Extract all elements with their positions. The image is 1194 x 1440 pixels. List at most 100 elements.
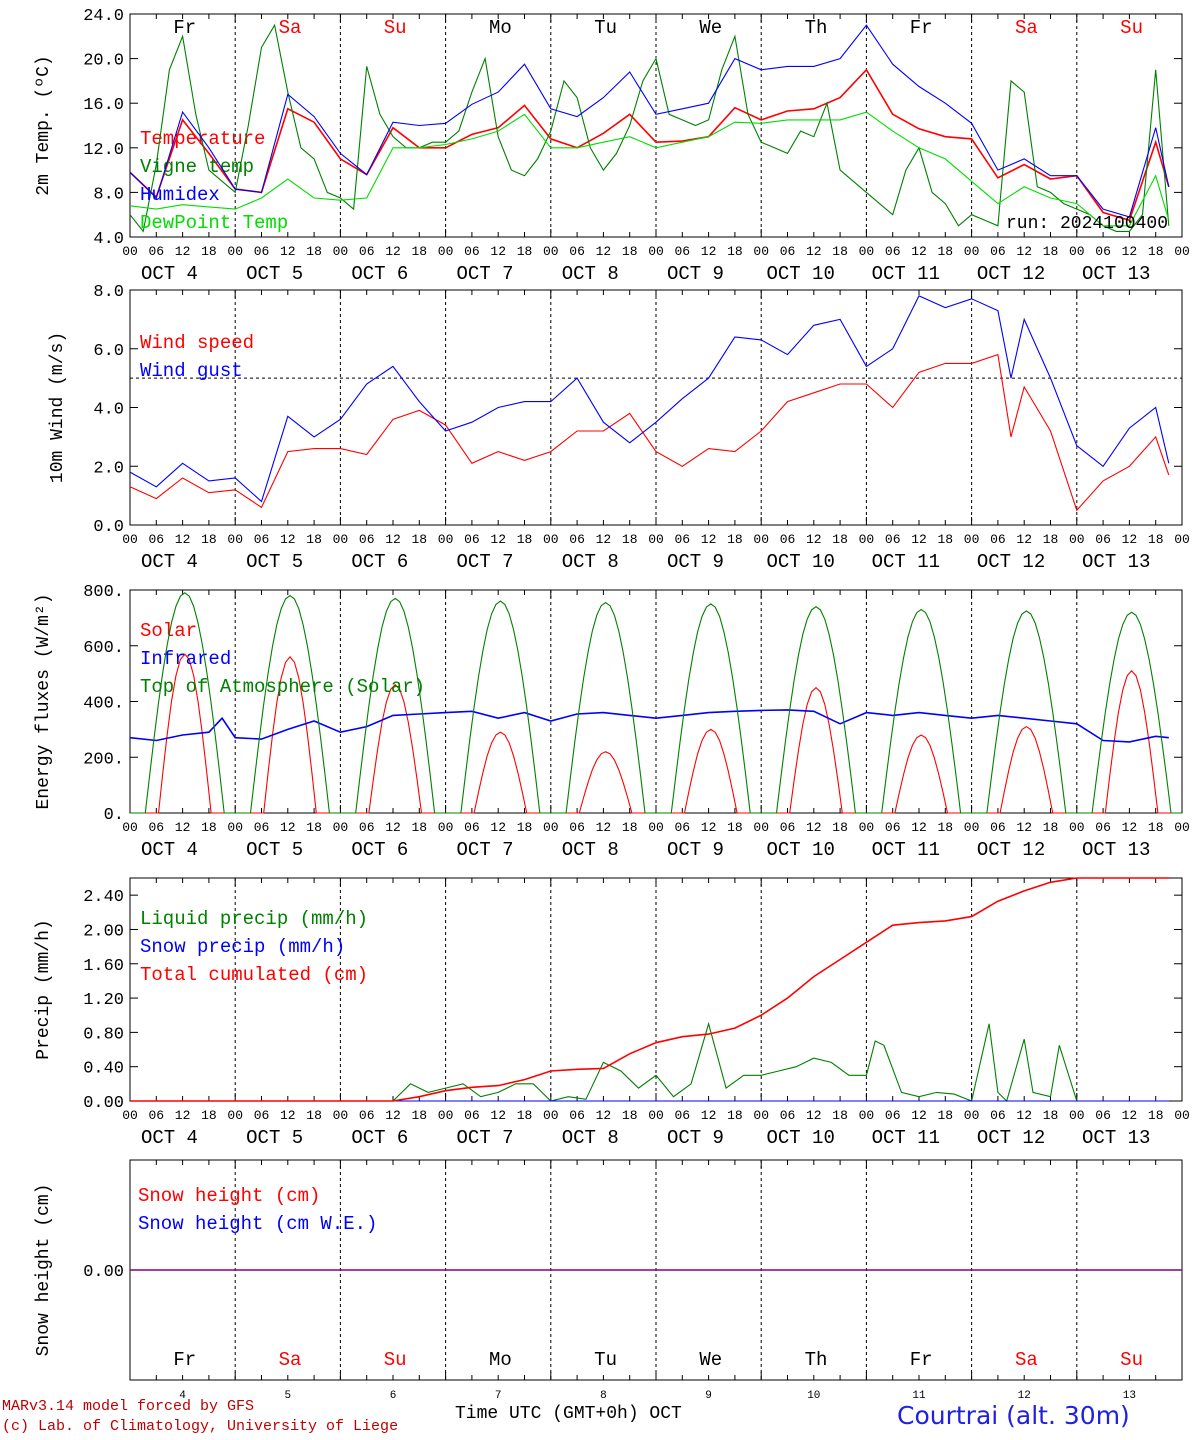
hour-tick-label: 18 <box>306 532 322 547</box>
hour-tick-label: 06 <box>674 820 690 835</box>
y-tick-label: 12.0 <box>83 141 124 160</box>
date-label: OCT 5 <box>246 263 303 285</box>
day-number-label: 10 <box>807 1390 820 1402</box>
y-tick-label: 4.0 <box>93 230 124 249</box>
hour-tick-label: 12 <box>701 244 717 259</box>
hour-tick-label: 06 <box>148 820 164 835</box>
hour-tick-label: 00 <box>964 244 980 259</box>
hour-tick-label: 00 <box>122 1108 138 1123</box>
hour-tick-label: 06 <box>885 820 901 835</box>
model-credit: MARv3.14 model forced by GFS <box>2 1398 255 1415</box>
hour-tick-label: 12 <box>280 1108 296 1123</box>
weekday-label: Sa <box>1015 1349 1038 1371</box>
hour-tick-label: 12 <box>911 1108 927 1123</box>
hour-tick-label: 00 <box>648 1108 664 1123</box>
panel-temp: 4.08.012.016.020.024.02m Temp. (ºC) Tempe… <box>34 7 1190 285</box>
weekday-label: We <box>699 1349 722 1371</box>
hour-tick-label: 00 <box>333 1108 349 1123</box>
y-tick-label: 600. <box>83 639 124 658</box>
hour-tick-label: 18 <box>1148 820 1164 835</box>
hour-tick-label: 06 <box>1095 820 1111 835</box>
hour-tick-label: 06 <box>254 1108 270 1123</box>
hour-tick-label: 00 <box>543 1108 559 1123</box>
hour-tick-label: 00 <box>1174 820 1190 835</box>
legend-entry: Infrared <box>140 648 231 670</box>
date-label: OCT 12 <box>977 263 1045 285</box>
hour-tick-label: 12 <box>1016 1108 1032 1123</box>
date-label: OCT 9 <box>667 551 724 573</box>
date-label: OCT 9 <box>667 263 724 285</box>
y-tick-label: 24.0 <box>83 7 124 26</box>
weekday-label: Tu <box>594 1349 617 1371</box>
date-label: OCT 10 <box>766 839 834 861</box>
legend-entry: Snow height (cm) <box>138 1185 320 1207</box>
hour-tick-label: 00 <box>964 820 980 835</box>
hour-tick-label: 18 <box>727 820 743 835</box>
weekday-label: Sa <box>279 17 302 39</box>
hour-tick-label: 06 <box>674 244 690 259</box>
day-number-label: 12 <box>1018 1390 1031 1402</box>
hour-tick-label: 18 <box>727 532 743 547</box>
date-label: OCT 6 <box>351 839 408 861</box>
hour-tick-label: 06 <box>254 820 270 835</box>
hour-tick-label: 00 <box>227 244 243 259</box>
hour-tick-label: 18 <box>937 820 953 835</box>
hour-tick-label: 18 <box>411 244 427 259</box>
hour-tick-label: 00 <box>1069 820 1085 835</box>
legend-entry: Vigne temp <box>140 156 254 178</box>
weekday-label: Su <box>1120 17 1143 39</box>
legend-entry: Total cumulated (cm) <box>140 964 368 986</box>
hour-tick-label: 18 <box>411 532 427 547</box>
date-label: OCT 4 <box>141 839 198 861</box>
date-label: OCT 11 <box>872 263 940 285</box>
y-tick-label: 8.0 <box>93 283 124 302</box>
y-tick-label: 800. <box>83 583 124 602</box>
hour-tick-label: 12 <box>490 820 506 835</box>
hour-tick-label: 12 <box>701 820 717 835</box>
legend-entry: Liquid precip (mm/h) <box>140 908 368 930</box>
day-number-label: 4 <box>179 1390 186 1402</box>
hour-tick-label: 06 <box>885 532 901 547</box>
hour-tick-label: 00 <box>1069 532 1085 547</box>
series-line-wind-speed <box>129 353 1170 512</box>
hour-tick-label: 06 <box>780 1108 796 1123</box>
series-line-infrared <box>129 709 1169 743</box>
hour-tick-label: 06 <box>780 532 796 547</box>
hour-tick-label: 06 <box>359 1108 375 1123</box>
y-tick-label: 0.00 <box>83 1263 124 1282</box>
panel-wind: 0.0 2.0 4.0 6.0 8.0 10m Wind (m/s) Wind speed W… <box>48 283 1190 573</box>
hour-tick-label: 18 <box>201 1108 217 1123</box>
y-tick-label: 0.80 <box>83 1025 124 1044</box>
y-tick-label: 2.0 <box>93 459 124 478</box>
hour-tick-label: 18 <box>622 532 638 547</box>
hour-tick-label: 06 <box>359 532 375 547</box>
hour-tick-label: 06 <box>569 820 585 835</box>
weekday-label: Fr <box>910 1349 933 1371</box>
hour-tick-label: 18 <box>201 532 217 547</box>
hour-tick-label: 00 <box>859 532 875 547</box>
series-line-humidex <box>129 24 1170 218</box>
y-axis-label: 2m Temp. (ºC) <box>34 55 54 195</box>
panel-precip: 0.00 0.40 0.80 1.20 1.60 2.00 2.40 Precip (mm/h… <box>34 877 1190 1149</box>
time-axis-label: Time UTC (GMT+0h) OCT <box>455 1404 682 1424</box>
hour-tick-label: 06 <box>1095 1108 1111 1123</box>
hour-tick-label: 00 <box>438 820 454 835</box>
y-tick-label: 0. <box>104 806 124 825</box>
weekday-label: Th <box>805 1349 828 1371</box>
y-tick-label: 1.20 <box>83 991 124 1010</box>
hour-tick-label: 06 <box>254 244 270 259</box>
y-tick-label: 8.0 <box>93 185 124 204</box>
weekday-label: Th <box>805 17 828 39</box>
date-label: OCT 5 <box>246 1127 303 1149</box>
hour-tick-label: 18 <box>727 1108 743 1123</box>
y-axis-label: 10m Wind (m/s) <box>48 332 68 483</box>
hour-tick-label: 06 <box>464 820 480 835</box>
series-line-temperature <box>129 68 1170 222</box>
hour-tick-label: 12 <box>701 1108 717 1123</box>
hour-tick-label: 12 <box>1122 244 1138 259</box>
hour-tick-label: 06 <box>674 532 690 547</box>
day-number-label: 6 <box>390 1390 397 1402</box>
hour-tick-label: 12 <box>911 244 927 259</box>
series-line-total-cumulated-cm- <box>130 877 1169 1102</box>
